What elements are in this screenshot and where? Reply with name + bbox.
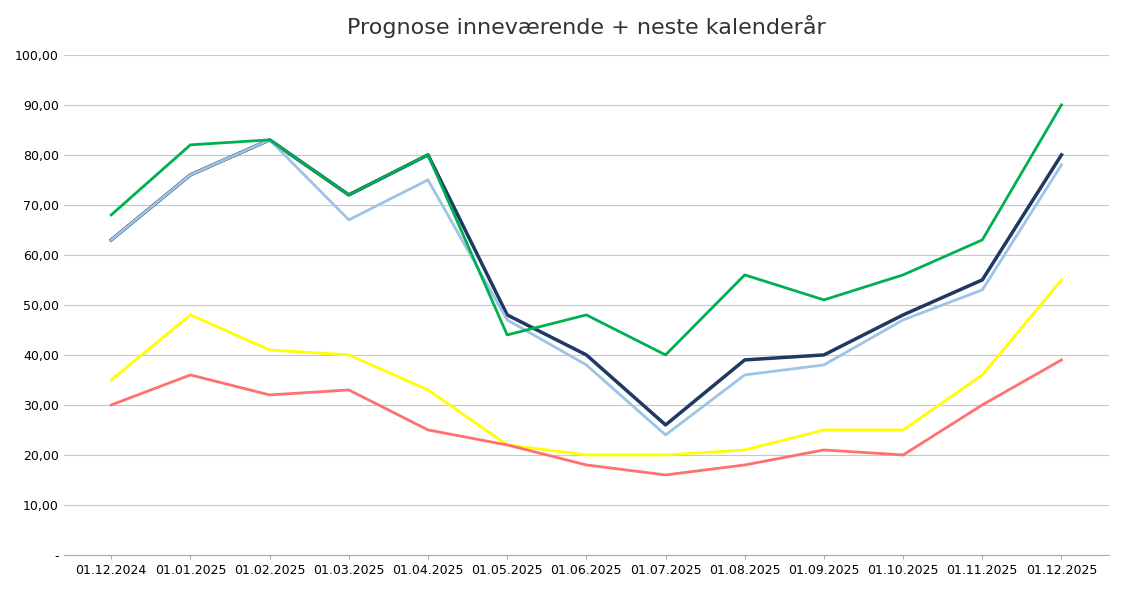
Title: Prognose inneværende + neste kalenderår: Prognose inneværende + neste kalenderår bbox=[347, 15, 826, 38]
